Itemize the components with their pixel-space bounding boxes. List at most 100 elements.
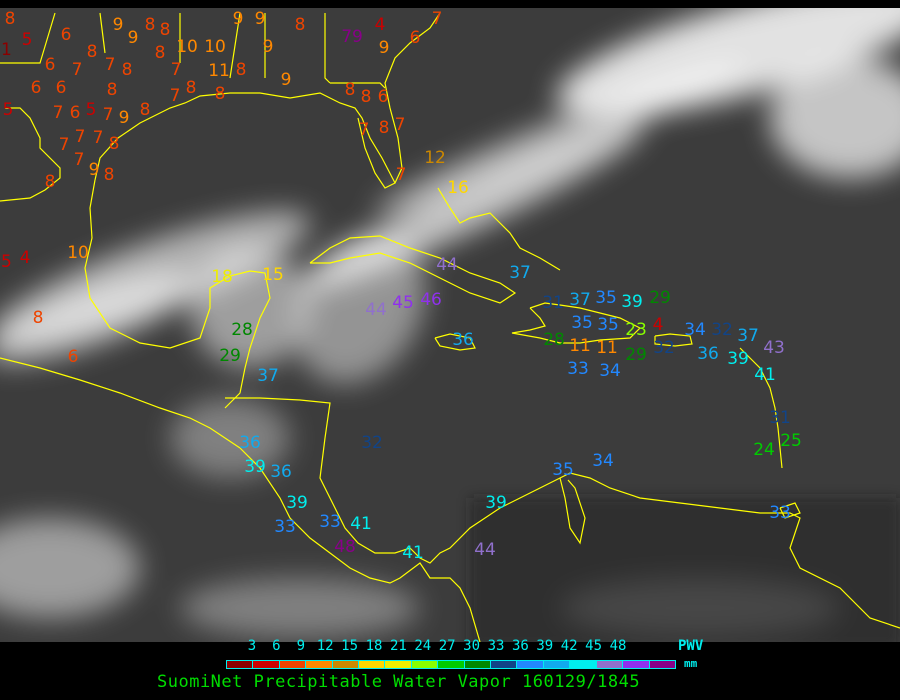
pwv-station-value: 7 bbox=[75, 127, 86, 147]
legend-tick: 24 bbox=[414, 638, 432, 654]
pwv-station-value: 12 bbox=[424, 148, 446, 168]
pwv-station-value: 25 bbox=[780, 431, 802, 451]
legend-tick: 12 bbox=[316, 638, 334, 654]
legend-tick: 21 bbox=[389, 638, 407, 654]
pwv-station-value: 31 bbox=[542, 293, 564, 313]
pwv-station-value: 7 bbox=[105, 55, 116, 75]
pwv-station-value: 37 bbox=[569, 290, 591, 310]
legend-color-swatch bbox=[517, 661, 544, 668]
pwv-station-value: 39 bbox=[286, 493, 308, 513]
pwv-station-value: 8 bbox=[361, 87, 372, 107]
pwv-station-value: 7 bbox=[432, 9, 443, 29]
florida-east bbox=[384, 12, 441, 184]
legend-tick: 45 bbox=[585, 638, 603, 654]
pwv-station-value: 39 bbox=[727, 349, 749, 369]
pwv-station-value: 34 bbox=[684, 320, 706, 340]
legend-color-swatch bbox=[649, 661, 675, 668]
pwv-station-value: 10 bbox=[67, 243, 89, 263]
pwv-station-value: 37 bbox=[737, 326, 759, 346]
us-gulf-coast bbox=[0, 107, 61, 202]
pwv-station-value: 46 bbox=[420, 290, 442, 310]
pwv-station-value: 79 bbox=[341, 27, 363, 47]
legend-color-swatch bbox=[411, 661, 439, 668]
pwv-station-value: 7 bbox=[59, 135, 70, 155]
legend-tick: 39 bbox=[536, 638, 554, 654]
pwv-station-value: 23 bbox=[625, 320, 647, 340]
pwv-station-value: 36 bbox=[697, 344, 719, 364]
pwv-station-value: 33 bbox=[769, 503, 791, 523]
legend-color-swatch bbox=[623, 661, 650, 668]
pwv-station-value: 7 bbox=[395, 115, 406, 135]
pwv-station-value: 7 bbox=[93, 128, 104, 148]
pwv-legend: 3 6 9 12 15 18 21 24 27 30 33 36 39 42 45 48 PWV mm bbox=[0, 638, 900, 700]
pwv-station-value: 6 bbox=[410, 28, 421, 48]
legend-unit-mm: mm bbox=[684, 657, 698, 670]
pwv-station-value: 6 bbox=[61, 25, 72, 45]
pwv-station-value: 8 bbox=[345, 80, 356, 100]
pwv-station-value: 6 bbox=[45, 55, 56, 75]
pwv-station-value: 29 bbox=[625, 345, 647, 365]
legend-tick: 36 bbox=[511, 638, 529, 654]
pwv-station-value: 31 bbox=[769, 408, 791, 428]
pwv-station-value: 8 bbox=[45, 172, 56, 192]
pwv-station-value: 29 bbox=[219, 346, 241, 366]
pwv-station-value: 41 bbox=[402, 543, 424, 563]
pwv-station-value: 28 bbox=[543, 330, 565, 350]
cuba bbox=[309, 235, 517, 304]
pwv-station-value: 39 bbox=[621, 292, 643, 312]
legend-color-bar bbox=[226, 660, 676, 669]
pwv-station-value: 44 bbox=[436, 255, 458, 275]
pwv-station-value: 1 bbox=[1, 40, 12, 60]
pwv-station-value: 8 bbox=[295, 15, 306, 35]
pwv-station-value: 9 bbox=[281, 70, 292, 90]
pwv-station-value: 32 bbox=[653, 338, 675, 358]
pwv-station-value: 8 bbox=[215, 84, 226, 104]
pwv-station-value: 6 bbox=[68, 347, 79, 367]
pwv-station-value: 9 bbox=[119, 108, 130, 128]
puerto-rico bbox=[654, 333, 693, 347]
pwv-station-value: 24 bbox=[753, 440, 775, 460]
pwv-station-value: 8 bbox=[140, 100, 151, 120]
pwv-station-value: 4 bbox=[653, 315, 664, 335]
legend-color-swatch bbox=[279, 661, 307, 668]
pwv-station-value: 5 bbox=[22, 30, 33, 50]
legend-color-swatch bbox=[438, 661, 465, 668]
pwv-station-value: 36 bbox=[452, 330, 474, 350]
pwv-station-value: 4 bbox=[20, 248, 31, 268]
legend-color-swatch bbox=[359, 661, 386, 668]
pwv-station-value: 7 bbox=[396, 165, 407, 185]
pwv-station-value: 9 bbox=[128, 28, 139, 48]
mexico-gulf-coast bbox=[84, 179, 271, 409]
pwv-station-value: 8 bbox=[109, 134, 120, 154]
pwv-station-value: 8 bbox=[379, 118, 390, 138]
legend-color-swatch bbox=[543, 661, 571, 668]
land-shadow-south-america bbox=[470, 498, 900, 642]
pwv-station-value: 44 bbox=[365, 300, 387, 320]
pwv-station-value: 16 bbox=[447, 178, 469, 198]
pwv-station-value: 5 bbox=[86, 100, 97, 120]
bahamas bbox=[437, 187, 561, 271]
pwv-station-value: 7 bbox=[103, 105, 114, 125]
pwv-station-value: 39 bbox=[485, 493, 507, 513]
pwv-station-value: 32 bbox=[361, 433, 383, 453]
legend-color-swatch bbox=[570, 661, 597, 668]
hispaniola bbox=[511, 302, 642, 344]
pwv-station-value: 8 bbox=[33, 308, 44, 328]
pwv-station-value: 45 bbox=[392, 293, 414, 313]
pwv-station-value: 32 bbox=[711, 320, 733, 340]
pwv-station-value: 35 bbox=[552, 460, 574, 480]
pwv-station-value: 7 bbox=[74, 150, 85, 170]
legend-tick: 33 bbox=[487, 638, 505, 654]
texas-coast bbox=[94, 92, 396, 189]
pwv-station-value: 8 bbox=[87, 42, 98, 62]
pwv-station-value: 7 bbox=[359, 120, 370, 140]
pwv-station-value: 9 bbox=[233, 9, 244, 29]
pwv-station-value: 39 bbox=[244, 457, 266, 477]
legend-tick: 42 bbox=[560, 638, 578, 654]
pwv-station-value: 35 bbox=[597, 315, 619, 335]
pwv-station-value: 8 bbox=[145, 15, 156, 35]
legend-color-swatch bbox=[332, 661, 360, 668]
pwv-station-value: 48 bbox=[334, 537, 356, 557]
